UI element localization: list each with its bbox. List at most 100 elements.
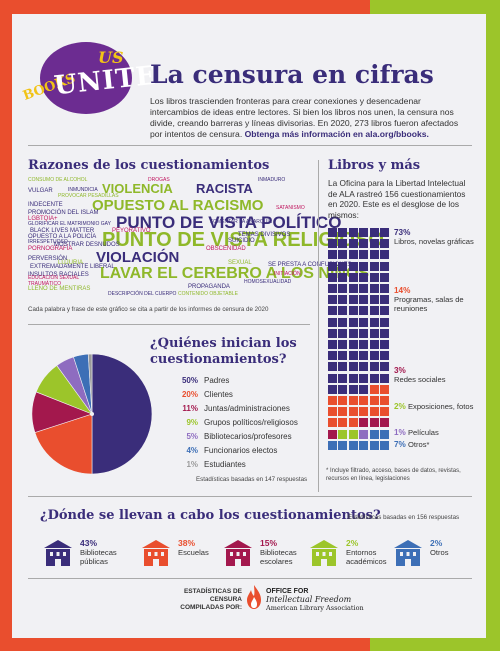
waffle-cell bbox=[359, 340, 369, 349]
waffle-cell bbox=[328, 373, 337, 383]
waffle-cell bbox=[348, 340, 358, 349]
quienes-note: Estadísticas basadas en 147 respuestas bbox=[196, 476, 308, 483]
waffle-cell bbox=[348, 396, 358, 405]
waffle-cell bbox=[338, 228, 348, 237]
reason-word: DESCRIPCIÓN DEL CUERPO bbox=[108, 291, 177, 297]
libros-item: 14% Programas, salas de reuniones bbox=[394, 286, 478, 313]
libros-label: Redes sociales bbox=[394, 375, 446, 384]
waffle-cell bbox=[369, 295, 379, 305]
waffle-cell bbox=[380, 396, 389, 405]
initiator-percent: 20% bbox=[181, 390, 198, 399]
reason-word: PROPAGANDA bbox=[188, 284, 230, 290]
waffle-cell bbox=[338, 272, 348, 282]
waffle-cell bbox=[369, 384, 379, 394]
reason-word: INSULTOS RACIALES bbox=[28, 272, 89, 278]
reason-word: INDECENTE bbox=[28, 202, 63, 208]
razones-note: Cada palabra y frase de este gráfico se … bbox=[28, 306, 269, 313]
waffle-cell bbox=[380, 418, 389, 428]
reason-word: VULGAR bbox=[28, 188, 53, 194]
reason-word: INMADURO bbox=[258, 177, 286, 183]
waffle-cell bbox=[380, 351, 389, 361]
libros-waffle-chart bbox=[328, 228, 390, 452]
waffle-cell bbox=[338, 351, 348, 361]
waffle-cell bbox=[369, 429, 379, 439]
waffle-cell bbox=[369, 373, 379, 383]
waffle-cell bbox=[359, 284, 369, 293]
location-percent: 2% bbox=[430, 538, 443, 548]
waffle-cell bbox=[348, 261, 358, 271]
location-percent: 2% bbox=[346, 538, 359, 548]
waffle-cell bbox=[328, 362, 337, 372]
initiators-pie-chart bbox=[31, 353, 153, 475]
reason-word: TRAUMÁTICO bbox=[28, 281, 62, 287]
libros-percent: 1% bbox=[394, 428, 406, 437]
waffle-cell bbox=[380, 373, 389, 383]
location-percent: 15% bbox=[260, 538, 278, 548]
donde-divider bbox=[28, 496, 472, 497]
reason-word: GLORIFICAR EL MATRIMONIO GAY bbox=[28, 221, 111, 227]
waffle-cell bbox=[369, 239, 379, 249]
waffle-cell bbox=[380, 228, 389, 237]
header-divider bbox=[28, 145, 472, 146]
waffle-cell bbox=[359, 384, 369, 394]
initiator-item: 1% Estudiantes bbox=[172, 460, 298, 474]
initiator-label: Padres bbox=[204, 376, 230, 385]
initiator-item: 9% Grupos políticos/religiosos bbox=[172, 418, 297, 432]
public-library-icon bbox=[44, 540, 72, 566]
pie-slice bbox=[87, 353, 93, 415]
waffle-cell bbox=[380, 306, 389, 316]
reason-word: OPUESTO AL RACISMO bbox=[92, 197, 264, 214]
waffle-cell bbox=[369, 317, 379, 327]
pie-center bbox=[90, 412, 94, 416]
reason-word: INITIACIÓN bbox=[274, 271, 301, 277]
office-name-line3: American Library Association bbox=[266, 604, 364, 612]
pie-slice bbox=[34, 413, 93, 475]
waffle-cell bbox=[369, 362, 379, 372]
waffle-cell bbox=[328, 284, 337, 293]
waffle-cell bbox=[380, 239, 389, 249]
waffle-cell bbox=[359, 362, 369, 372]
waffle-cell bbox=[348, 351, 358, 361]
waffle-cell bbox=[338, 306, 348, 316]
waffle-cell bbox=[380, 328, 389, 338]
libros-percent: 7% bbox=[394, 440, 406, 449]
libros-percent: 73% bbox=[394, 228, 411, 237]
location-label: Bibliotecas públicas bbox=[80, 548, 117, 566]
waffle-cell bbox=[359, 295, 369, 305]
waffle-cell bbox=[369, 261, 379, 271]
waffle-cell bbox=[328, 295, 337, 305]
intro-link[interactable]: Obtenga más información en ala.org/bbook… bbox=[244, 129, 429, 139]
waffle-cell bbox=[380, 250, 389, 260]
waffle-cell bbox=[380, 407, 389, 417]
waffle-cell bbox=[338, 407, 348, 417]
waffle-cell bbox=[348, 373, 358, 383]
waffle-cell bbox=[348, 228, 358, 237]
waffle-cell bbox=[338, 340, 348, 349]
location-percent: 43% bbox=[80, 538, 98, 548]
waffle-cell bbox=[369, 284, 379, 293]
waffle-cell bbox=[348, 272, 358, 282]
initiators-legend: 50% Padres 20% Clientes 11% Juntas/administra… bbox=[172, 376, 298, 474]
libros-label: Exposiciones, fotos bbox=[407, 402, 474, 411]
waffle-cell bbox=[380, 295, 389, 305]
location-label: Escuelas bbox=[178, 548, 209, 557]
reason-word: VIOLACIÓN bbox=[96, 249, 180, 266]
waffle-cell bbox=[369, 396, 379, 405]
initiator-label: Clientes bbox=[204, 390, 233, 399]
waffle-cell bbox=[338, 396, 348, 405]
waffle-cell bbox=[338, 250, 348, 260]
waffle-cell bbox=[359, 351, 369, 361]
initiator-item: 20% Clientes bbox=[172, 390, 298, 404]
reason-word: PROVOCAR PESADILLAS bbox=[58, 193, 119, 199]
reasons-word-cloud: VIOLENCIA RACISTA VULGAR OPUESTO AL RACISMO… bbox=[28, 176, 384, 304]
school-icon bbox=[142, 540, 170, 566]
waffle-cell bbox=[338, 373, 348, 383]
waffle-cell bbox=[328, 261, 337, 271]
reason-word: EDUCACIÓN SEXUAL bbox=[28, 275, 80, 281]
waffle-cell bbox=[380, 440, 389, 450]
waffle-cell bbox=[348, 239, 358, 249]
waffle-cell bbox=[359, 306, 369, 316]
waffle-cell bbox=[328, 328, 337, 338]
waffle-cell bbox=[369, 440, 379, 450]
initiator-percent: 4% bbox=[186, 446, 198, 455]
